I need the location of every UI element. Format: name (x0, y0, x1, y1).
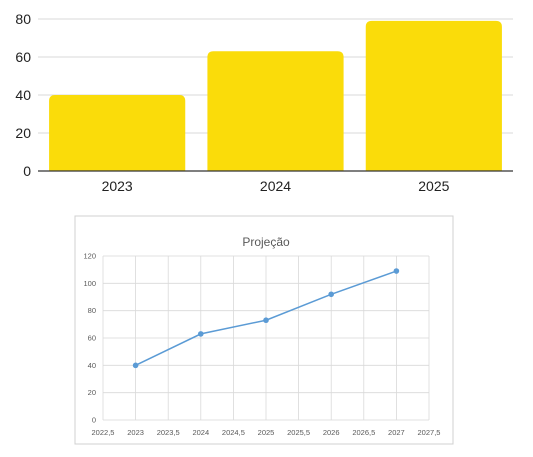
line-point-2026 (328, 291, 335, 298)
line-x-tick-label: 2027 (388, 428, 405, 437)
line-chart: Projeção 0 20 40 60 80 100 120 2022,5 2023 2023,… (74, 215, 454, 445)
bar-y-tick-label: 0 (23, 163, 31, 179)
line-y-tick-label: 40 (88, 361, 96, 370)
line-point-2025 (263, 317, 269, 324)
bar-y-tick-label: 60 (15, 49, 31, 65)
line-x-tick-label: 2027,5 (418, 428, 441, 437)
line-x-tick-label: 2025,5 (287, 428, 310, 437)
bar-2023 (49, 95, 186, 171)
bar-y-tick-label: 20 (15, 125, 31, 141)
line-y-tick-label: 60 (88, 334, 96, 343)
bar-chart-x-axis: 2023 2024 2025 (38, 170, 513, 194)
line-y-tick-label: 100 (83, 279, 96, 288)
bar-chart-bars (49, 20, 502, 172)
line-y-tick-label: 0 (92, 416, 96, 425)
line-chart-y-axis: 0 20 40 60 80 100 120 (83, 252, 96, 425)
line-x-tick-label: 2023,5 (157, 428, 180, 437)
line-y-tick-label: 20 (88, 388, 96, 397)
line-point-2024 (198, 331, 204, 337)
line-point-2023 (132, 362, 139, 369)
bar-chart-y-axis: 0 20 40 60 80 (15, 11, 31, 179)
bar-x-tick-label: 2023 (102, 178, 133, 194)
bar-y-tick-label: 40 (15, 87, 31, 103)
line-x-tick-label: 2026 (323, 428, 340, 437)
bar-chart: 0 20 40 60 80 2023 2024 2025 (15, 11, 513, 194)
bar-2025 (365, 20, 502, 172)
line-chart-frame (74, 215, 454, 445)
bar-x-tick-label: 2024 (260, 178, 291, 194)
line-point-2027 (393, 268, 400, 274)
line-x-tick-label: 2023 (127, 428, 144, 437)
line-chart-title: Projeção (242, 235, 290, 249)
line-y-tick-label: 120 (83, 252, 96, 261)
line-chart-x-axis: 2022,5 2023 2023,5 2024 2024,5 2025 2025,5 2026… (92, 428, 441, 437)
line-x-tick-label: 2022,5 (92, 428, 115, 437)
line-chart-series (132, 268, 400, 369)
line-x-tick-label: 2024 (192, 428, 209, 437)
line-y-tick-label: 80 (88, 306, 96, 315)
bar-y-tick-label: 80 (15, 11, 31, 27)
bar-x-tick-label: 2025 (418, 178, 449, 194)
line-x-tick-label: 2025 (258, 428, 275, 437)
line-x-tick-label: 2024,5 (222, 428, 245, 437)
line-x-tick-label: 2026,5 (352, 428, 375, 437)
bar-2024 (207, 51, 344, 171)
